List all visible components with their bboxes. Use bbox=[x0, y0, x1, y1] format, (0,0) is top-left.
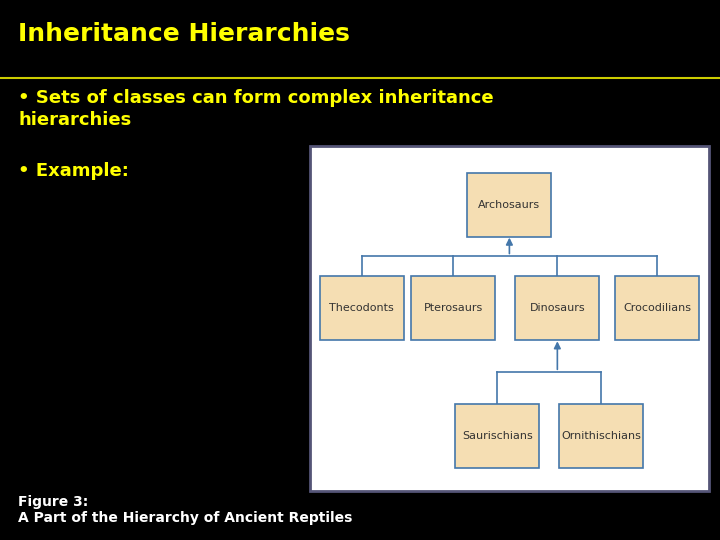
Text: Archosaurs: Archosaurs bbox=[478, 200, 541, 210]
FancyBboxPatch shape bbox=[516, 276, 599, 340]
Text: • Example:: • Example: bbox=[18, 162, 129, 180]
FancyBboxPatch shape bbox=[310, 146, 709, 491]
Text: Dinosaurs: Dinosaurs bbox=[529, 303, 585, 313]
Text: Pterosaurs: Pterosaurs bbox=[424, 303, 483, 313]
Text: Figure 3:
A Part of the Hierarchy of Ancient Reptiles: Figure 3: A Part of the Hierarchy of Anc… bbox=[18, 495, 352, 525]
Text: Saurischians: Saurischians bbox=[462, 431, 533, 441]
FancyBboxPatch shape bbox=[456, 404, 539, 468]
Text: • Sets of classes can form complex inheritance
hierarchies: • Sets of classes can form complex inher… bbox=[18, 89, 494, 129]
Text: Inheritance Hierarchies: Inheritance Hierarchies bbox=[18, 22, 350, 45]
FancyBboxPatch shape bbox=[467, 173, 552, 237]
FancyBboxPatch shape bbox=[616, 276, 699, 340]
FancyBboxPatch shape bbox=[559, 404, 643, 468]
FancyBboxPatch shape bbox=[320, 276, 403, 340]
FancyBboxPatch shape bbox=[412, 276, 495, 340]
Text: Ornithischians: Ornithischians bbox=[562, 431, 642, 441]
Text: Crocodilians: Crocodilians bbox=[624, 303, 691, 313]
Text: Thecodonts: Thecodonts bbox=[329, 303, 394, 313]
